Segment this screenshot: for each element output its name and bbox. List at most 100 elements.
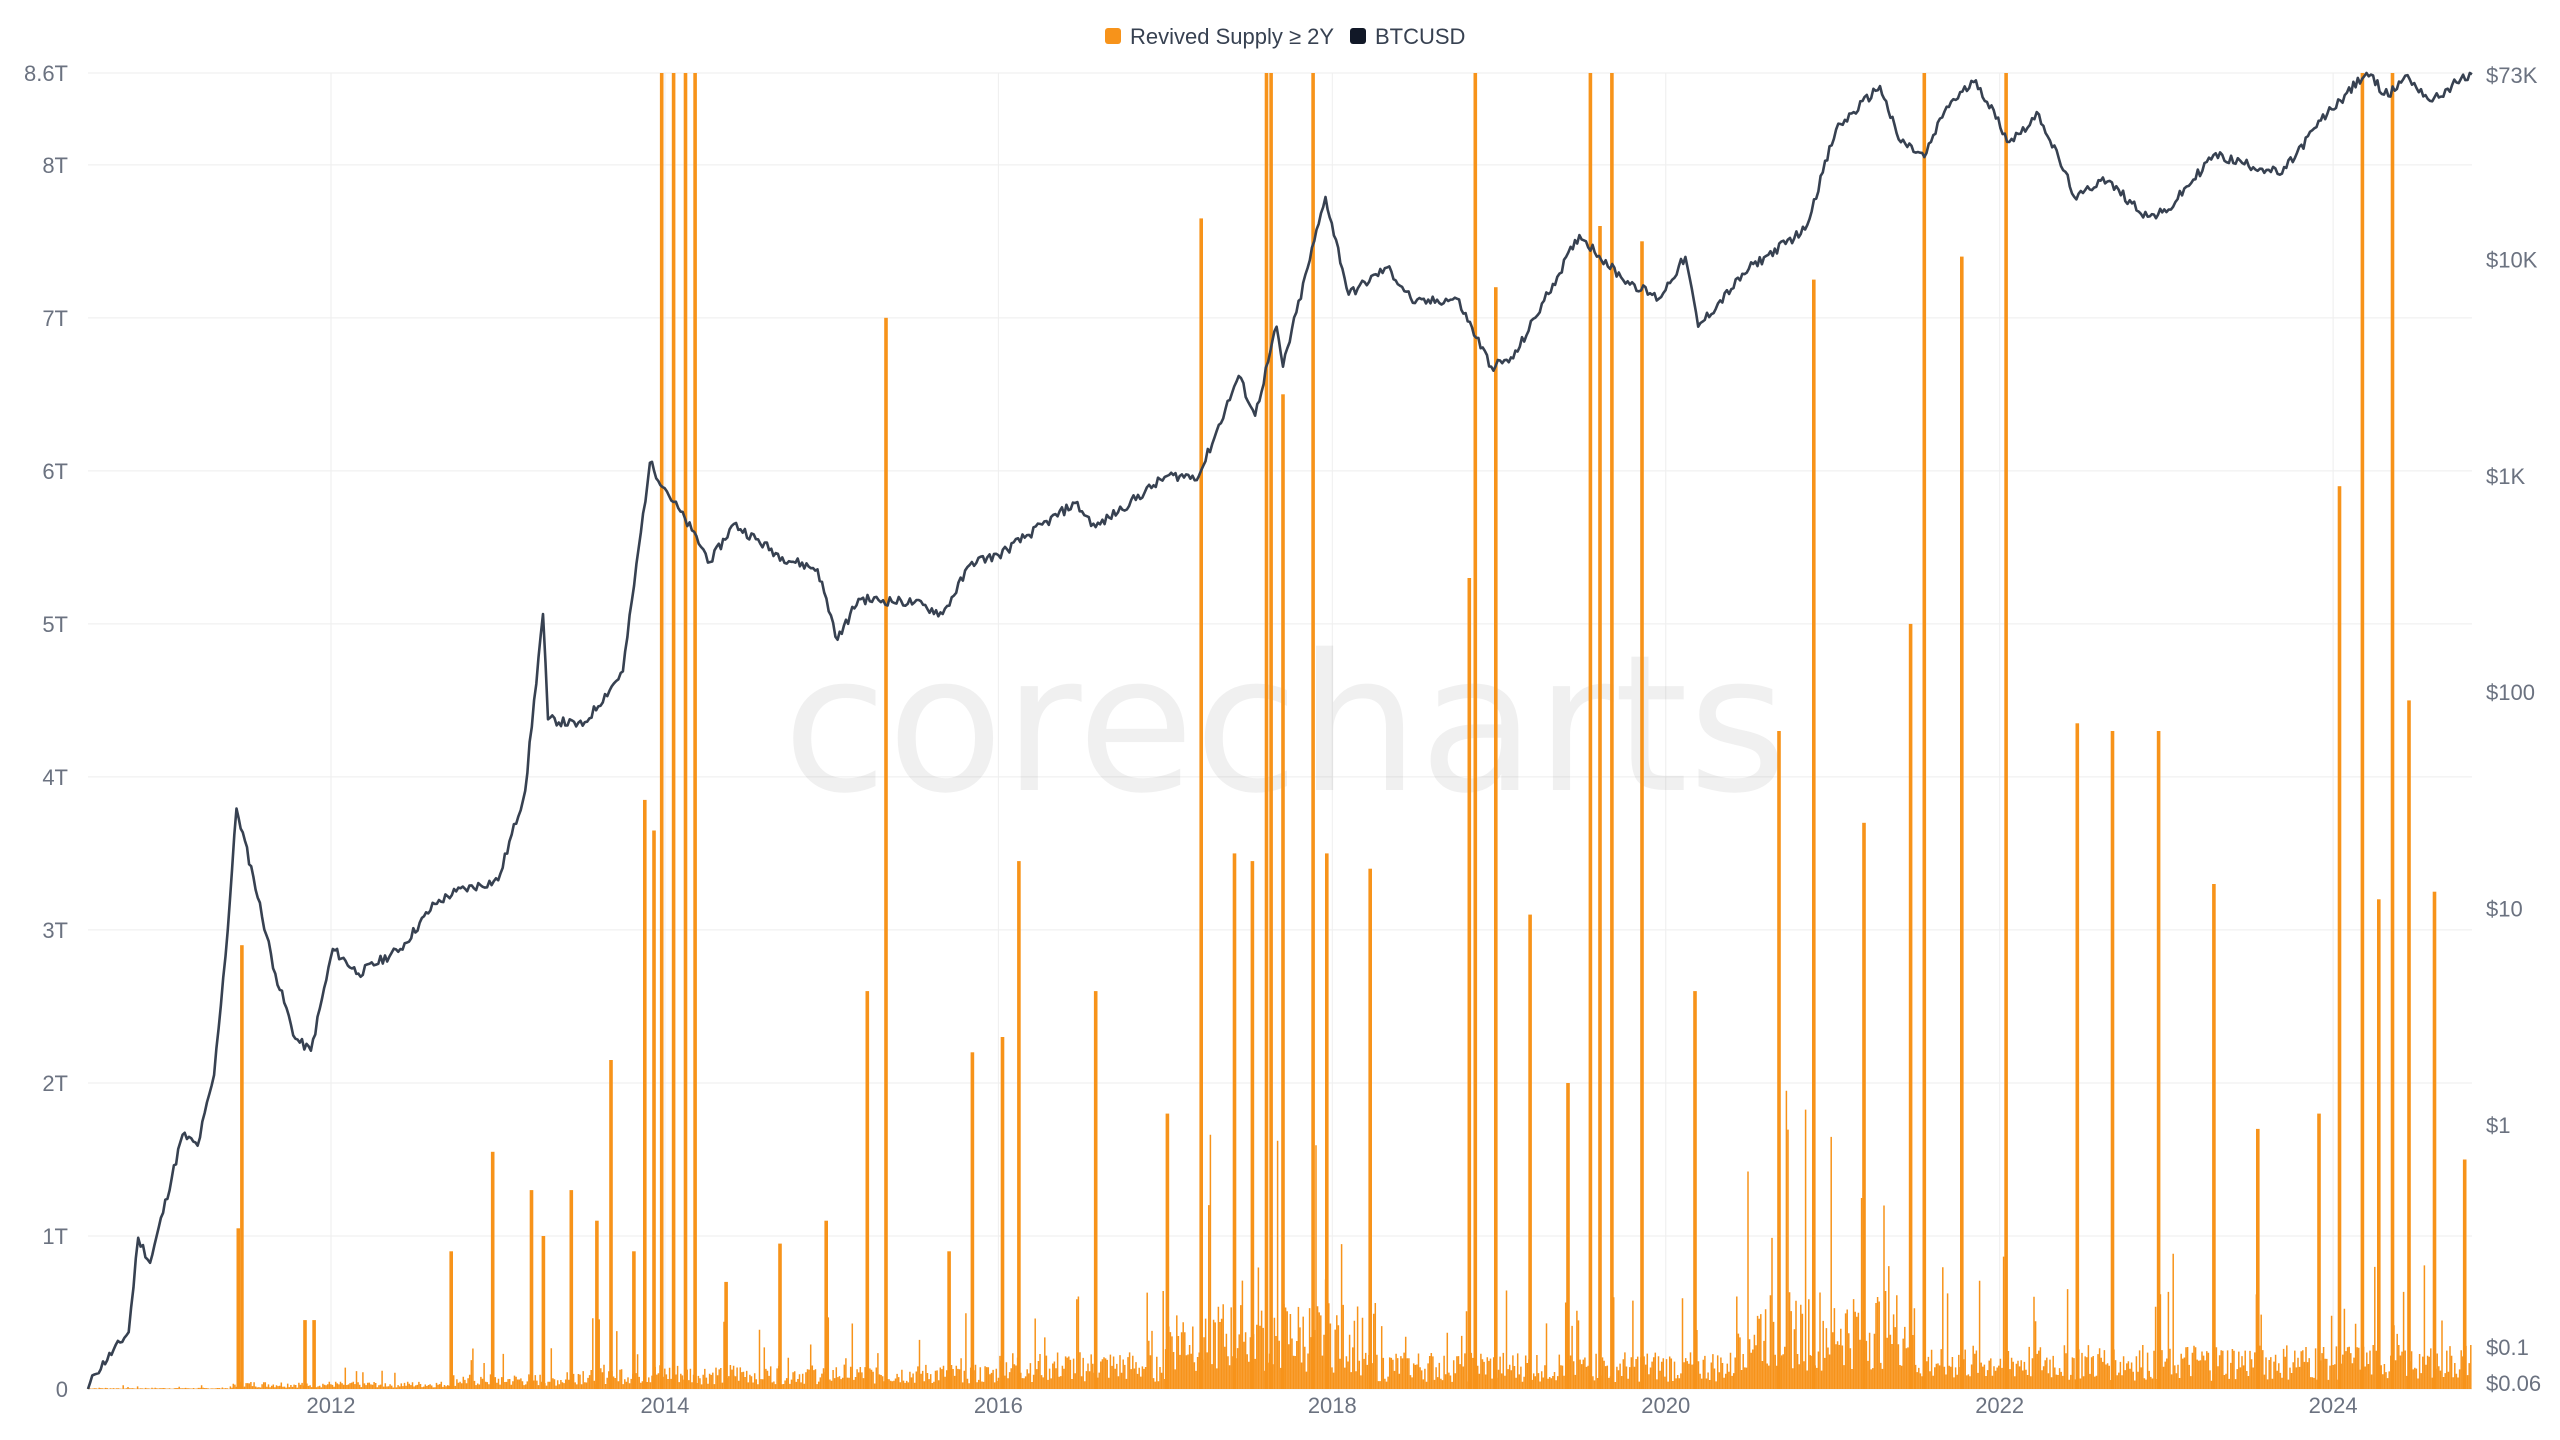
x-tick-label: 2014 [640,1393,689,1418]
x-tick-label: 2024 [2309,1393,2358,1418]
legend-swatch-btcusd [1350,28,1366,44]
revived-supply-spike [1000,1037,1005,1389]
revived-supply-spike [1467,578,1472,1389]
legend-label-btcusd: BTCUSD [1375,24,1465,49]
revived-supply-spike [1473,73,1478,1389]
revived-supply-spike [724,1281,728,1389]
revived-supply-baseline [1734,1090,1916,1389]
legend: Revived Supply ≥ 2Y BTCUSD [1105,24,1465,49]
revived-supply-spike [2360,73,2365,1389]
revived-supply-spike [236,1228,241,1389]
revived-supply-spike [2212,884,2216,1389]
revived-supply-spike [1264,73,1269,1389]
revived-supply-baseline [448,1348,567,1389]
revived-supply-baseline [733,1313,999,1389]
revived-supply-spike [595,1220,599,1389]
left-tick-label: 8.6T [24,61,68,86]
revived-supply-baseline [232,1367,449,1389]
revived-supply-spike [2256,1128,2260,1389]
right-tick-label: $1K [2486,464,2525,489]
revived-supply-spike [1232,853,1237,1389]
revived-supply-baseline [1164,1134,1360,1389]
right-y-axis: $0.06 $0.1 $1 $10 $100 $1K $10K $73K [2486,63,2541,1396]
revived-supply-spike [1165,1113,1170,1389]
right-tick-label: $10K [2486,248,2538,273]
revived-supply-baseline [1358,1290,1735,1389]
revived-supply-spike [609,1060,613,1389]
right-tick-label: $100 [2486,680,2535,705]
revived-supply-spike [240,945,244,1389]
revived-supply-spike [632,1251,636,1389]
x-tick-label: 2012 [307,1393,356,1418]
revived-supply-spike [569,1190,574,1389]
revived-supply-spike [778,1243,782,1389]
revived-supply-spike [865,991,870,1389]
left-tick-label: 1T [42,1224,68,1249]
revived-supply-spike [2407,700,2411,1389]
right-tick-label: $1 [2486,1113,2510,1138]
revived-supply-spike [2110,731,2115,1389]
x-axis: 2012 2014 2016 2018 2020 2022 2024 [307,1393,2358,1418]
revived-supply-spike [2390,73,2395,1389]
grid-layer [88,72,2472,1390]
left-tick-label: 8T [42,153,68,178]
revived-supply-spike [1494,287,1498,1390]
revived-supply-spike [2317,1113,2321,1389]
left-tick-label: 2T [42,1071,68,1096]
revived-supply-spike [693,73,697,1389]
right-tick-label: $0.06 [2486,1371,2541,1396]
revived-supply-spike [2432,891,2437,1389]
revived-supply-spike [1566,1083,1570,1389]
revived-supply-spike [529,1190,534,1389]
x-tick-label: 2018 [1308,1393,1357,1418]
right-tick-label: $73K [2486,63,2538,88]
revived-supply-spike [643,799,647,1389]
revived-supply-spike [312,1320,316,1389]
revived-supply-spike [1269,73,1273,1389]
revived-supply-spike [824,1220,828,1389]
revived-supply-spike [1812,279,1816,1390]
revived-supply-spike [1777,731,1781,1389]
left-y-axis: 0 1T 2T 3T 4T 5T 6T 7T 8T 8.6T [24,61,68,1402]
revived-supply-spike [1528,914,1532,1389]
revived-supply-spike [1922,73,1927,1389]
btcusd-line-layer [86,71,2473,1390]
revived-supply-baseline [997,1291,1166,1389]
revived-supply-baseline [1914,1253,2472,1389]
revived-supply-spike [1311,73,1315,1389]
revived-supply-spike [652,830,656,1389]
revived-supply-bars [87,73,2472,1390]
revived-supply-spike [2462,1159,2467,1389]
revived-supply-spike [1610,73,1614,1389]
revived-supply-spike [947,1251,951,1389]
revived-supply-spike [659,73,664,1389]
revived-supply-spike [2337,486,2342,1389]
revived-supply-baseline [566,1318,735,1389]
revived-supply-spike [1908,623,1913,1389]
revived-supply-baseline [87,1385,233,1389]
revived-supply-spike [1281,394,1285,1389]
revived-supply-spike [490,1151,495,1389]
btcusd-line [86,71,2473,1390]
left-tick-label: 7T [42,306,68,331]
revived-supply-spike [1862,822,1866,1389]
x-tick-label: 2016 [974,1393,1023,1418]
revived-supply-spike [1960,256,1964,1390]
revived-supply-spike [2004,73,2008,1389]
revived-supply-spike [1017,861,1021,1389]
revived-supply-spike [1588,73,1593,1389]
x-tick-label: 2020 [1641,1393,1690,1418]
revived-supply-spike [2075,723,2080,1389]
left-tick-label: 4T [42,765,68,790]
left-tick-label: 6T [42,459,68,484]
revived-supply-spike [1250,861,1255,1389]
revived-supply-spike [1093,991,1098,1389]
x-tick-label: 2022 [1975,1393,2024,1418]
revived-supply-spike [2377,899,2381,1389]
revived-supply-spike [1325,853,1329,1389]
watermark: corecharts [783,614,1787,835]
legend-swatch-revived-supply [1105,28,1121,44]
left-tick-label: 3T [42,918,68,943]
